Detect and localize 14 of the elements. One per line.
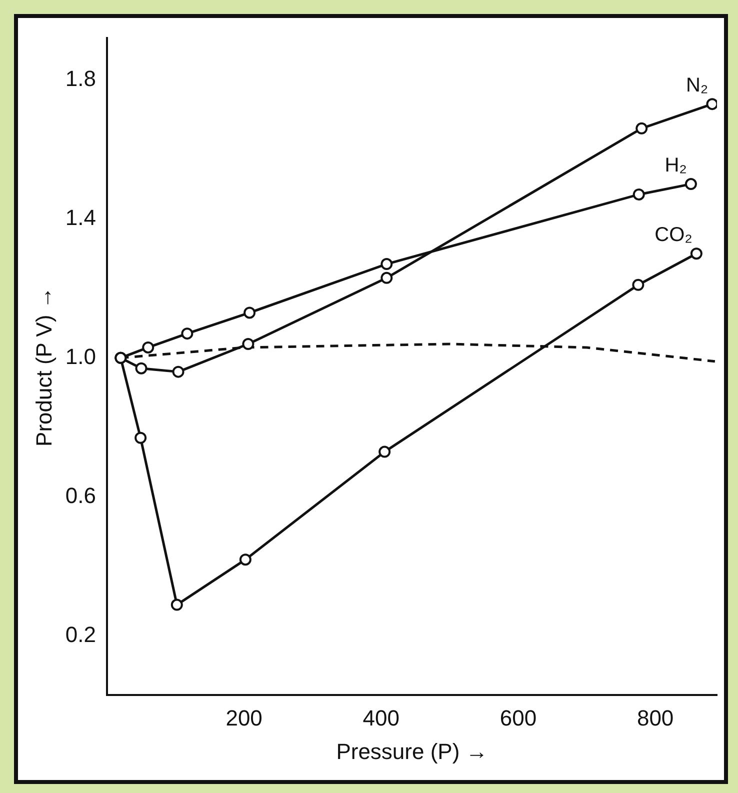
y-tick-label: 1.8 <box>65 66 96 91</box>
series-label: CO₂ <box>654 224 692 246</box>
x-tick-label: 800 <box>636 705 674 730</box>
y-tick-label: 1.4 <box>65 204 96 230</box>
series-label: H₂ <box>664 154 687 177</box>
x-axis-title: Pressure (P) → <box>336 738 488 764</box>
x-tick-label: 600 <box>500 705 537 730</box>
x-tick-label: 400 <box>362 705 400 730</box>
series-label: N₂ <box>686 74 708 97</box>
y-tick-label: 1.0 <box>65 344 96 369</box>
y-tick-label: 0.6 <box>65 483 96 508</box>
x-tick-label: 200 <box>226 705 262 730</box>
y-tick-label: 0.2 <box>65 622 96 648</box>
y-axis-title: Product (P V) → <box>31 286 56 446</box>
